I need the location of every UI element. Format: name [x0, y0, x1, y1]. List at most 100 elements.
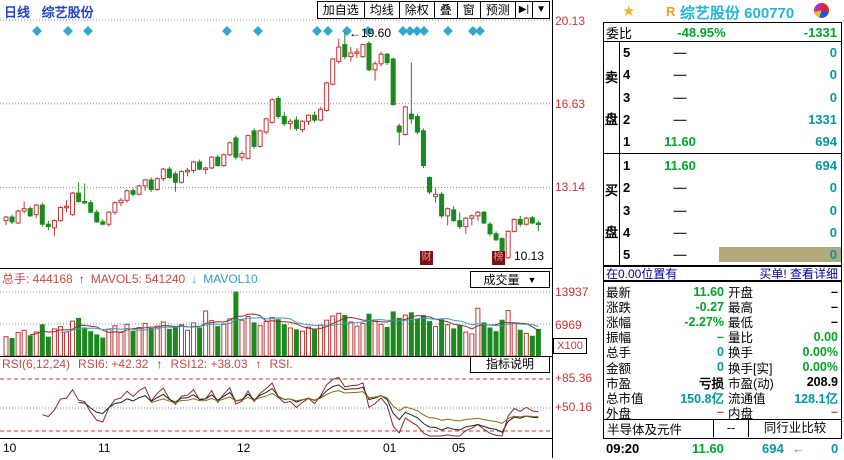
candle-body	[505, 230, 511, 259]
buy-level-row[interactable]: 2 — 0	[620, 176, 841, 198]
info-label: 量比	[728, 331, 754, 346]
buy-char: 盘	[604, 224, 618, 240]
level-number: 1	[623, 157, 631, 173]
candle-body	[439, 193, 445, 217]
candle-body	[433, 193, 439, 198]
ma-button[interactable]: 均线	[363, 1, 400, 19]
info-value: –	[717, 329, 724, 344]
level-price: —	[673, 180, 687, 196]
rsi6-line	[42, 376, 539, 437]
info-label: 市盈(动)	[728, 376, 774, 391]
overlay-button[interactable]: 叠	[433, 1, 458, 19]
level-volume: 694	[815, 157, 837, 173]
chart-toolbar: 加自选 均线 除权 叠 窗 预测 ▶| ▼	[316, 1, 550, 19]
volume-header: 总手: 444168 ↑ MAVOL5: 541240 ↓ MAVOL10	[2, 270, 258, 287]
candle-body	[191, 161, 197, 171]
volume-bar	[166, 328, 172, 357]
sell-char: 盘	[604, 111, 618, 127]
candle-body	[293, 119, 299, 129]
favorite-star-icon[interactable]: ★	[622, 3, 636, 20]
indicator-help-button[interactable]: 指标说明	[470, 356, 550, 373]
buy-level-row[interactable]: 5 — 0	[620, 244, 841, 266]
candle-body	[76, 192, 82, 202]
candle-body	[523, 217, 529, 225]
candle-body	[487, 223, 493, 235]
sell-char: 卖	[604, 69, 618, 85]
buy-level-row[interactable]: 3 — 0	[620, 199, 841, 221]
event-diamond-icon	[253, 26, 263, 36]
sell-level-row[interactable]: 1 11.60 694	[620, 131, 841, 153]
candle-body	[299, 120, 305, 131]
industry-compare-link[interactable]: 同行业比较	[748, 420, 841, 437]
level-price: 11.60	[664, 134, 696, 150]
volume-bar	[348, 321, 354, 357]
forecast-button[interactable]: 预测	[479, 1, 516, 19]
candle-body	[227, 142, 233, 156]
buy-level-row[interactable]: 1 11.60 694	[620, 154, 841, 176]
sell-level-row[interactable]: 2 — 1331	[620, 108, 841, 130]
candle-body	[94, 211, 100, 223]
volume-bar	[76, 317, 82, 357]
candle-body	[15, 210, 21, 224]
window-button[interactable]: 窗	[456, 1, 481, 19]
period-label: 日线	[4, 5, 31, 20]
sell-level-row[interactable]: 3 — 0	[620, 86, 841, 108]
jump-next-icon[interactable]: ▶|	[514, 1, 534, 19]
volume-bar	[118, 332, 124, 357]
level-price: —	[673, 224, 687, 240]
volume-bar	[481, 322, 487, 357]
candle-body	[172, 173, 178, 183]
level-volume: 0	[829, 44, 837, 60]
level-number: 5	[623, 44, 631, 60]
volume-bar	[396, 317, 402, 357]
view-detail-link[interactable]: 买单! 查看详细	[759, 267, 838, 281]
order-notice-row: 在0.00位置有 买单! 查看详细	[604, 265, 841, 282]
sector-name[interactable]: 半导体及元件	[607, 423, 683, 437]
info-label: 总手	[606, 346, 632, 361]
volume-bar	[245, 316, 251, 357]
info-value: 亏损	[698, 376, 724, 391]
volume-bar	[414, 318, 420, 357]
info-label: 外盘	[606, 406, 632, 421]
event-marker-finance-icon[interactable]: 财	[420, 251, 433, 265]
volume-bar	[172, 326, 178, 357]
candle-body	[142, 179, 148, 187]
candle-body	[239, 153, 245, 158]
info-value: 208.9	[806, 375, 838, 390]
volume-bar	[451, 328, 457, 357]
volume-axis-label: 13937	[555, 285, 589, 299]
event-diamond-icon	[32, 26, 42, 36]
weibi-diff: -1331	[803, 24, 837, 40]
rsi-title: RSI(6,12,24)	[2, 357, 71, 371]
info-label: 涨幅	[606, 316, 632, 331]
add-favorite-button[interactable]: 加自选	[316, 1, 365, 19]
sell-level-row[interactable]: 5 — 0	[620, 41, 841, 63]
candle-body	[3, 216, 9, 222]
volume-bar	[402, 314, 408, 357]
volume-bar	[191, 322, 197, 357]
level-number: 2	[623, 111, 631, 127]
volume-bar	[275, 319, 281, 357]
quote-panel: 委比 -48.95% -1331 卖 盘 5 — 0 4 — 0 3	[603, 22, 842, 439]
pie-menu-icon[interactable]	[814, 3, 829, 18]
volume-pane-selector[interactable]: 成交量 ▼	[470, 271, 550, 288]
rsi-bottom-border	[0, 438, 552, 439]
volume-bar	[342, 315, 348, 357]
volume-bar	[209, 320, 215, 357]
event-marker-rank-icon[interactable]: 榜	[492, 251, 505, 265]
buy-level-row[interactable]: 4 — 0	[620, 221, 841, 243]
event-diamond-icon	[475, 26, 485, 36]
sell-level-row[interactable]: 4 — 0	[620, 63, 841, 85]
candle-body	[251, 130, 257, 147]
volume-bar	[457, 325, 463, 357]
volume-bar	[517, 329, 523, 357]
rsi-chart	[0, 376, 552, 437]
toolbar-collapse-icon[interactable]: ▼	[532, 1, 550, 19]
candle-body	[306, 114, 311, 122]
volume-bar	[15, 332, 21, 357]
info-value: 0	[717, 360, 724, 375]
exright-button[interactable]: 除权	[398, 1, 435, 19]
candle-body	[312, 114, 318, 121]
volume-bar	[221, 323, 227, 357]
candle-body	[112, 202, 118, 213]
